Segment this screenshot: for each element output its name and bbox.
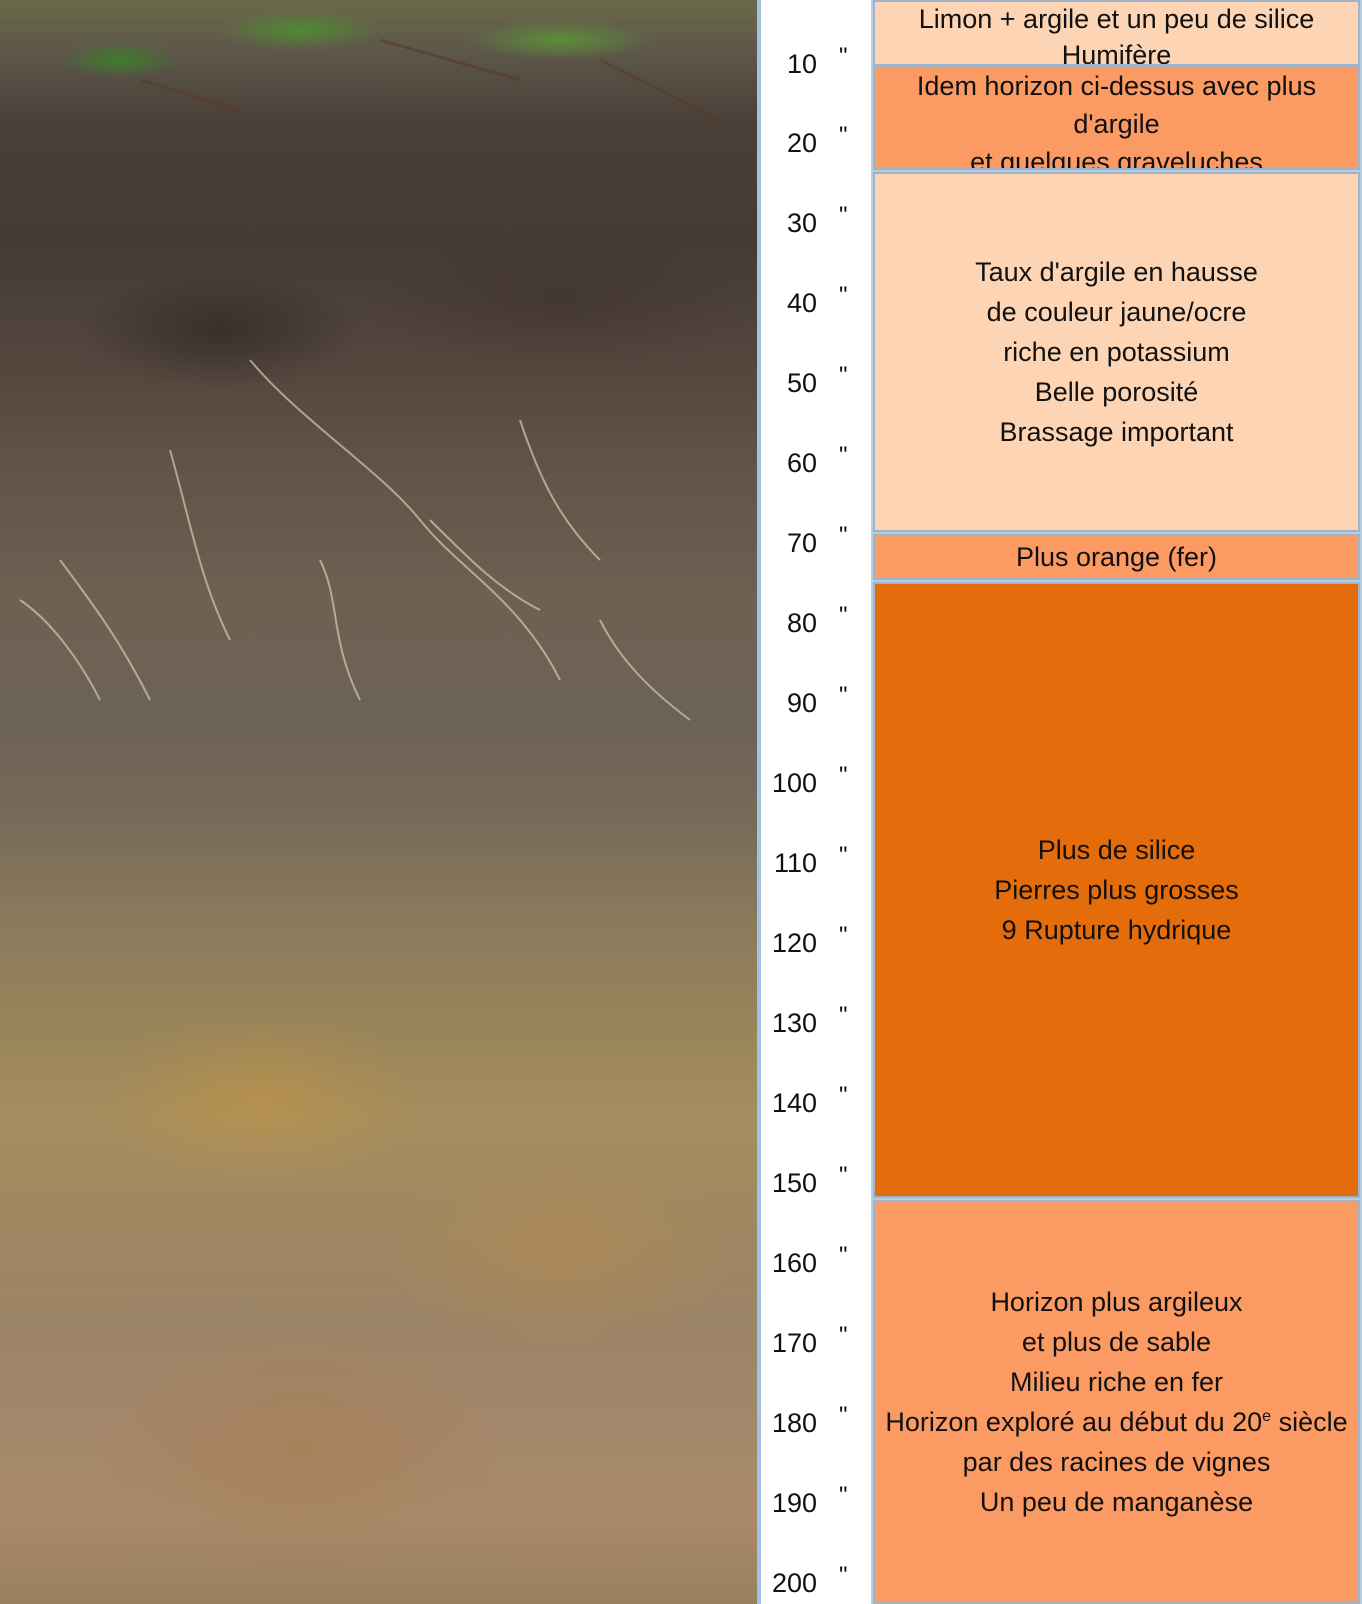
tick-unit: " — [839, 1482, 848, 1509]
tick-value: 160 — [771, 1248, 817, 1278]
depth-tick: 120 " — [761, 922, 871, 960]
horizon-line: et plus de sable — [1021, 1327, 1212, 1357]
tick-unit: " — [839, 43, 848, 70]
depth-tick: 80 " — [761, 602, 871, 640]
horizon-box-3: Taux d'argile en hausse de couleur jaune… — [873, 172, 1360, 532]
depth-scale: 10 " 20 " 30 " 40 " 50 " 60 " 70 " 80 " 90 " 100 "… — [761, 0, 871, 1604]
tick-unit: " — [839, 282, 848, 309]
horizon-line: de couleur jaune/ocre — [986, 297, 1247, 327]
horizon-box-2: Idem horizon ci-dessus avec plus d'argil… — [873, 66, 1360, 170]
depth-tick: 160 " — [761, 1242, 871, 1280]
horizon-line: riche en potassium — [1003, 337, 1230, 367]
tick-value: 70 — [786, 528, 817, 558]
tick-unit: " — [839, 442, 848, 469]
horizon-line: Plus de silice — [1037, 835, 1196, 865]
tick-value: 40 — [786, 288, 817, 318]
horizon-line: Belle porosité — [1034, 377, 1199, 407]
horizon-line: Brassage important — [999, 417, 1234, 447]
root-texture — [19, 38, 721, 721]
depth-tick: 40 " — [761, 282, 871, 320]
horizon-box-6: Horizon plus argileux et plus de sable M… — [873, 1200, 1360, 1604]
tick-value: 110 — [773, 848, 817, 878]
tick-unit: " — [839, 602, 848, 629]
horizon-line: Plus orange (fer) — [1015, 542, 1218, 572]
tick-value: 150 — [771, 1168, 817, 1198]
tick-value: 80 — [786, 608, 817, 638]
tick-value: 120 — [771, 928, 817, 958]
tick-unit: " — [839, 522, 848, 549]
tick-value: 50 — [786, 368, 817, 398]
tick-unit: " — [839, 762, 848, 789]
depth-tick: 110 " — [761, 842, 871, 880]
horizon-line: Un peu de manganèse — [979, 1487, 1254, 1517]
depth-tick: 20 " — [761, 122, 871, 160]
depth-tick: 50 " — [761, 362, 871, 400]
horizon-box-1: Limon + argile et un peu de silice Humif… — [873, 0, 1360, 66]
horizon-line: d'argile — [1073, 109, 1160, 139]
horizon-box-4: Plus orange (fer) — [873, 534, 1360, 580]
horizon-line: Horizon plus argileux — [990, 1287, 1243, 1317]
horizon-line: Pierres plus grosses — [994, 875, 1239, 905]
tick-unit: " — [839, 122, 848, 149]
tick-value: 100 — [771, 768, 817, 798]
depth-tick: 190 " — [761, 1482, 871, 1520]
tick-value: 130 — [771, 1008, 817, 1038]
horizon-line: Taux d'argile en hausse — [975, 257, 1258, 287]
tick-unit: " — [839, 1402, 848, 1429]
depth-tick: 140 " — [761, 1082, 871, 1120]
tick-unit: " — [839, 1162, 848, 1189]
tick-value: 60 — [786, 448, 817, 478]
tick-unit: " — [839, 1562, 848, 1589]
depth-tick: 200 " — [761, 1562, 871, 1600]
horizon-line: Milieu riche en fer — [1009, 1367, 1224, 1397]
horizon-line-part: siècle — [1271, 1407, 1348, 1437]
depth-tick: 30 " — [761, 202, 871, 240]
soil-profile-photo — [0, 0, 757, 1604]
tick-value: 170 — [771, 1328, 817, 1358]
horizon-line: 9 Rupture hydrique — [1001, 915, 1232, 945]
horizon-box-5: Plus de silice Pierres plus grosses 9 Ru… — [873, 582, 1360, 1198]
tick-value: 180 — [771, 1408, 817, 1438]
depth-tick: 60 " — [761, 442, 871, 480]
tick-unit: " — [839, 362, 848, 389]
horizon-line: Limon + argile et un peu de silice — [918, 4, 1315, 34]
tick-value: 190 — [771, 1488, 817, 1518]
tick-value: 30 — [786, 208, 817, 238]
tick-unit: " — [839, 682, 848, 709]
depth-tick: 70 " — [761, 522, 871, 560]
depth-tick: 180 " — [761, 1402, 871, 1440]
depth-tick: 90 " — [761, 682, 871, 720]
tick-value: 140 — [771, 1088, 817, 1118]
depth-tick: 100 " — [761, 762, 871, 800]
depth-tick: 130 " — [761, 1002, 871, 1040]
horizon-descriptions: Limon + argile et un peu de silice Humif… — [871, 0, 1362, 1604]
horizon-line: Humifère — [1061, 40, 1172, 66]
tick-unit: " — [839, 1322, 848, 1349]
depth-tick: 10 " — [761, 43, 871, 81]
horizon-line: par des racines de vignes — [962, 1447, 1271, 1477]
tick-value: 200 — [771, 1568, 817, 1598]
tick-unit: " — [839, 922, 848, 949]
tick-value: 20 — [786, 128, 817, 158]
tick-value: 90 — [786, 688, 817, 718]
column-divider — [757, 0, 761, 1604]
tick-unit: " — [839, 1242, 848, 1269]
tick-value: 10 — [786, 49, 817, 79]
tick-unit: " — [839, 1082, 848, 1109]
tick-unit: " — [839, 1002, 848, 1029]
horizon-line-with-superscript: Horizon exploré au début du 20e siècle — [885, 1402, 1347, 1442]
depth-tick: 170 " — [761, 1322, 871, 1360]
superscript-e: e — [1262, 1408, 1272, 1425]
tick-unit: " — [839, 202, 848, 229]
horizon-line-part: Horizon exploré au début du 20 — [885, 1407, 1263, 1437]
horizon-line: Idem horizon ci-dessus avec plus — [916, 71, 1317, 101]
horizon-line: et quelques graveluches — [970, 147, 1263, 170]
tick-unit: " — [839, 842, 848, 869]
depth-tick: 150 " — [761, 1162, 871, 1200]
